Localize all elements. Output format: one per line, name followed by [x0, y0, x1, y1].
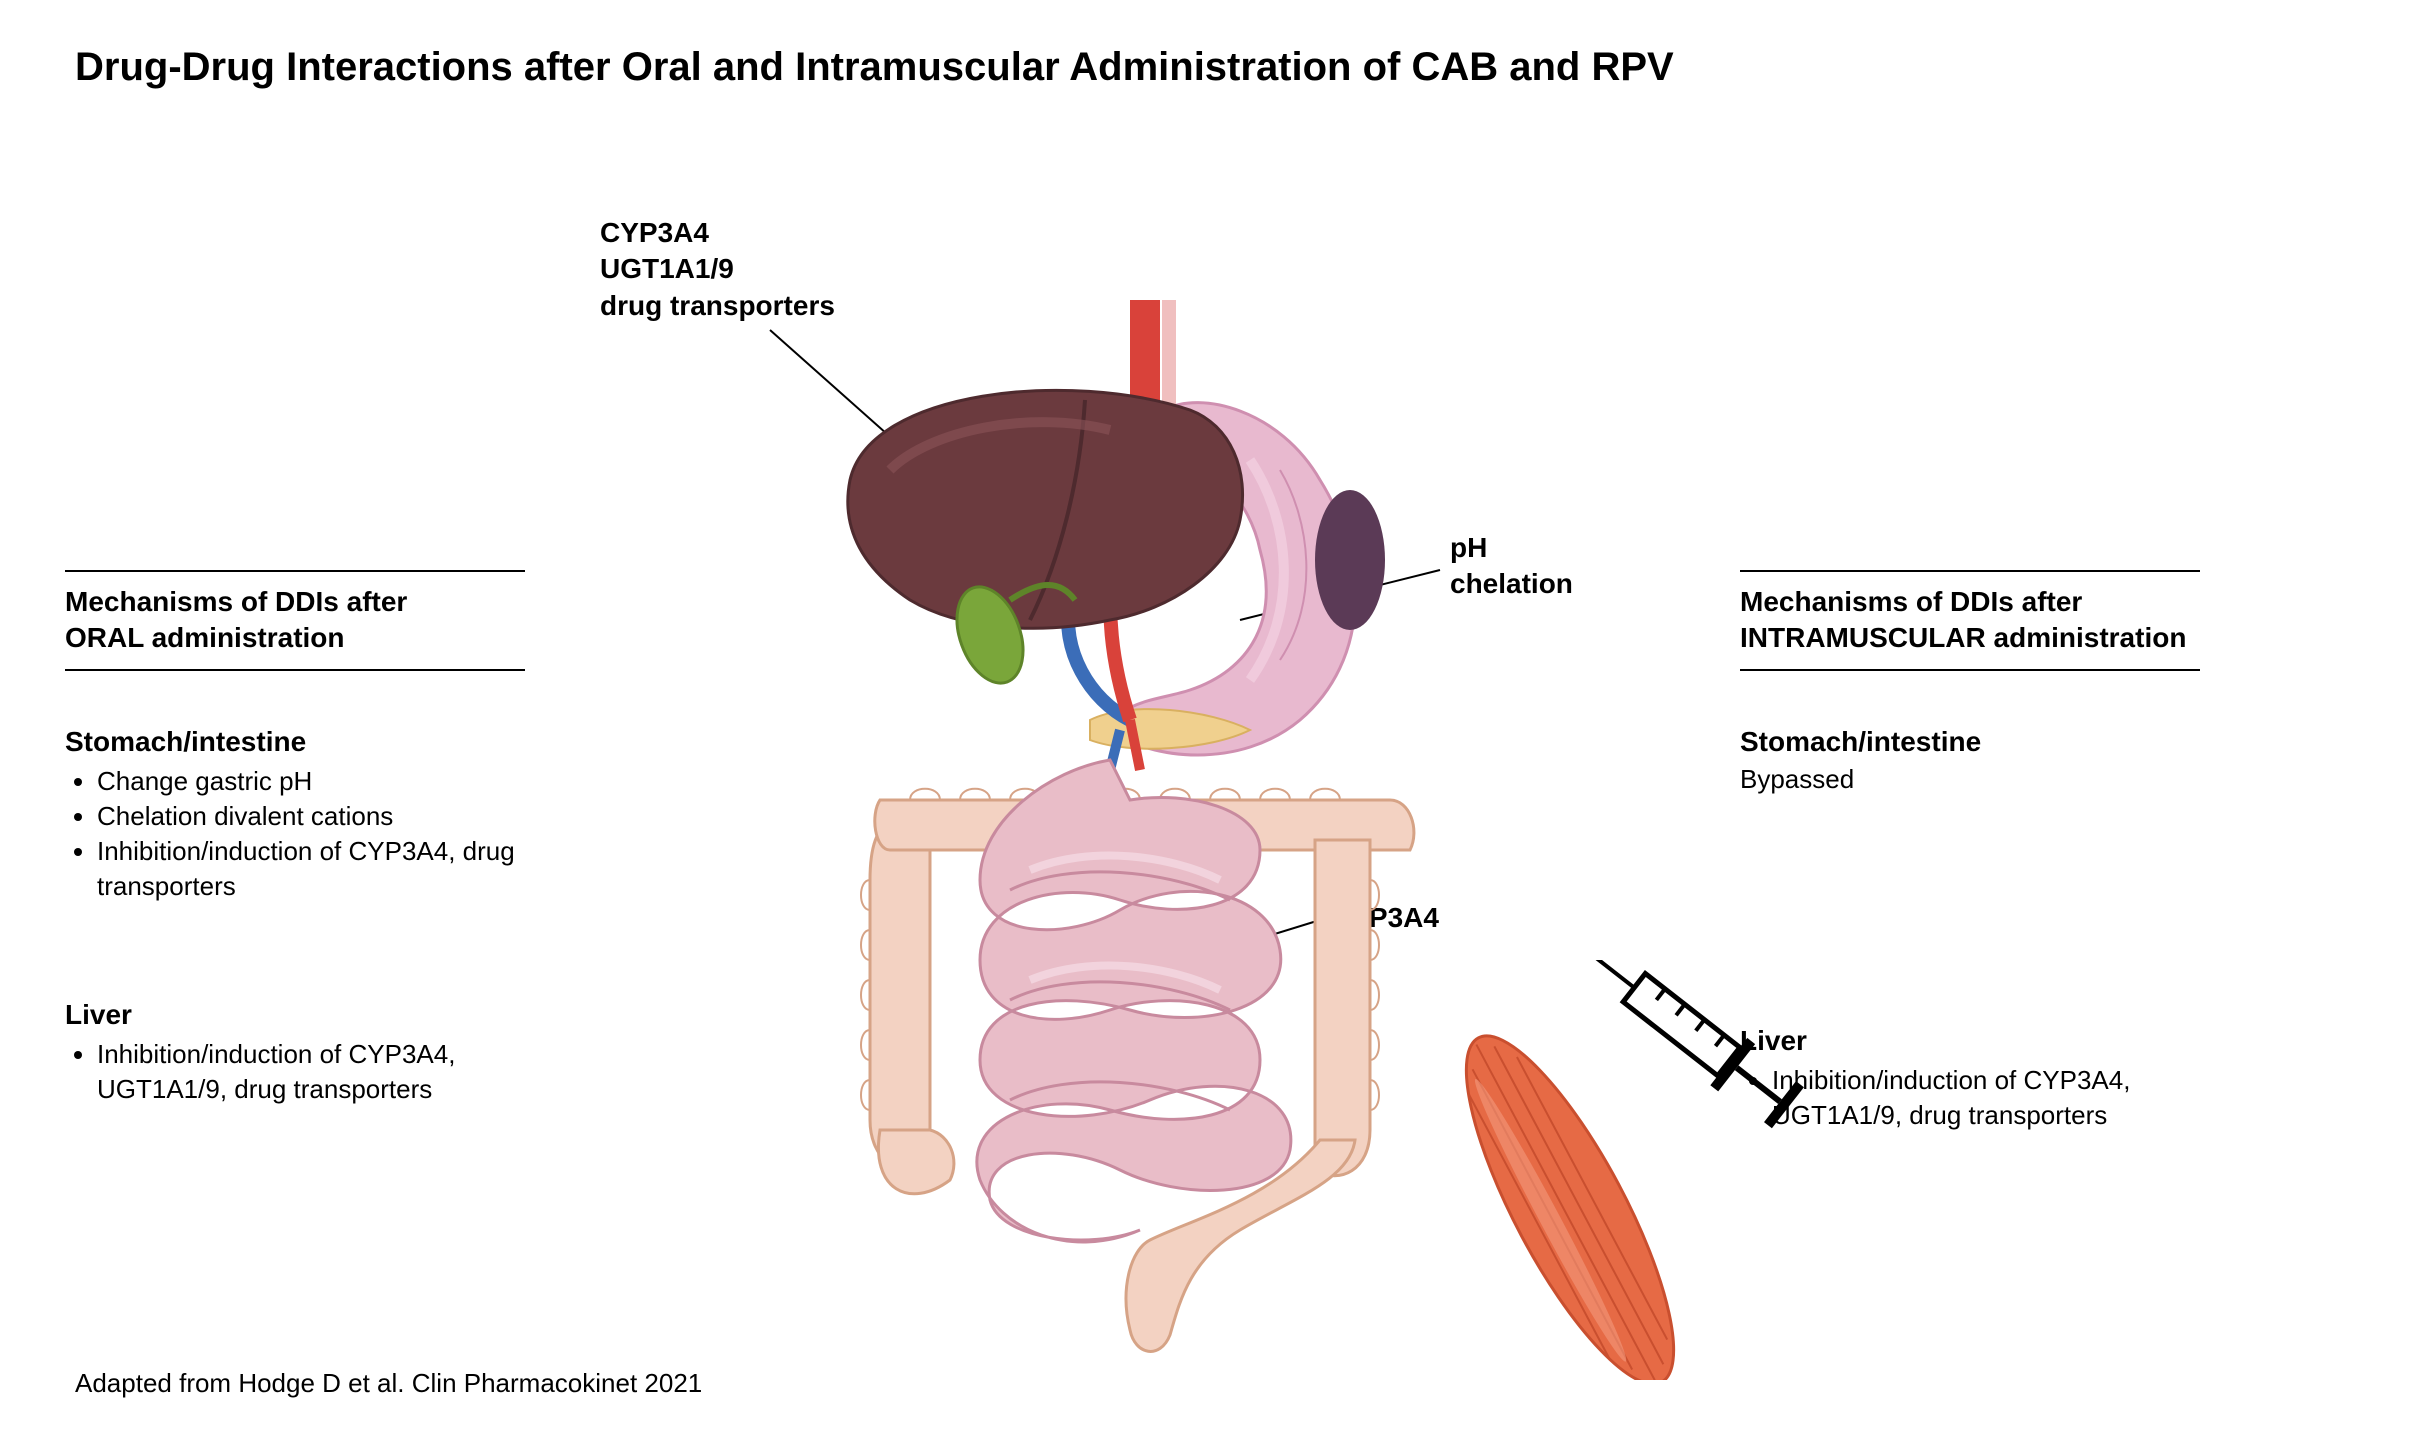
panel-im-header: Mechanisms of DDIs after INTRAMUSCULAR a… [1740, 570, 2200, 671]
im-stomach-title: Stomach/intestine [1740, 726, 2200, 758]
oral-stomach-item: Inhibition/induction of CYP3A4, drug tra… [97, 834, 525, 904]
spleen [1315, 490, 1385, 630]
oral-liver-title: Liver [65, 999, 525, 1031]
panel-oral-header: Mechanisms of DDIs after ORAL administra… [65, 570, 525, 671]
panel-im: Mechanisms of DDIs after INTRAMUSCULAR a… [1740, 570, 2200, 1133]
panel-oral-header-line1: Mechanisms of DDIs after [65, 584, 525, 620]
oral-liver-list: Inhibition/induction of CYP3A4, UGT1A1/9… [97, 1037, 525, 1107]
muscle [1430, 1012, 1710, 1380]
oral-stomach-title: Stomach/intestine [65, 726, 525, 758]
panel-im-header-line1: Mechanisms of DDIs after [1740, 584, 2200, 620]
small-intestine [977, 760, 1291, 1242]
im-liver-title: Liver [1740, 1025, 2200, 1057]
im-stomach-sub: Bypassed [1740, 764, 2200, 795]
oral-stomach-item: Change gastric pH [97, 764, 525, 799]
im-liver-item: Inhibition/induction of CYP3A4, UGT1A1/9… [1772, 1063, 2200, 1133]
panel-oral-header-line2: ORAL administration [65, 620, 525, 656]
liver [848, 390, 1243, 628]
oral-stomach-item: Chelation divalent cations [97, 799, 525, 834]
citation: Adapted from Hodge D et al. Clin Pharmac… [75, 1368, 702, 1399]
oral-liver-item: Inhibition/induction of CYP3A4, UGT1A1/9… [97, 1037, 525, 1107]
im-liver-list: Inhibition/induction of CYP3A4, UGT1A1/9… [1772, 1063, 2200, 1133]
oral-stomach-list: Change gastric pH Chelation divalent cat… [97, 764, 525, 904]
panel-oral: Mechanisms of DDIs after ORAL administra… [65, 570, 525, 1107]
panel-im-header-line2: INTRAMUSCULAR administration [1740, 620, 2200, 656]
